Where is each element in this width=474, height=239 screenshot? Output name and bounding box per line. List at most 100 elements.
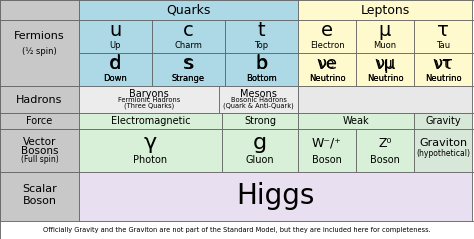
Text: Neutrino: Neutrino: [309, 74, 346, 83]
Text: Fermions: Fermions: [14, 31, 65, 41]
Bar: [79, 0, 298, 20]
Text: c: c: [183, 21, 194, 40]
Text: Scalar: Scalar: [22, 184, 57, 194]
Text: ντ: ντ: [435, 57, 451, 71]
Bar: [472, 86, 474, 113]
Bar: [298, 129, 356, 172]
Text: Strange: Strange: [172, 74, 205, 83]
Bar: [79, 172, 472, 221]
Text: νμ: νμ: [374, 54, 396, 73]
Text: Boson: Boson: [312, 155, 342, 165]
Bar: [222, 113, 298, 129]
Text: t: t: [258, 21, 265, 40]
Text: Leptons: Leptons: [360, 4, 410, 16]
Text: Charm: Charm: [174, 41, 202, 50]
Text: d: d: [109, 54, 122, 73]
Bar: [225, 20, 298, 53]
Text: Muon: Muon: [374, 41, 397, 50]
Text: (Three Quarks): (Three Quarks): [124, 102, 174, 109]
Text: Higgs: Higgs: [237, 183, 315, 211]
Text: Boson: Boson: [22, 196, 56, 206]
Bar: [472, 129, 474, 172]
Bar: [0, 172, 79, 221]
Bar: [414, 129, 472, 172]
Bar: [356, 53, 414, 86]
Bar: [356, 129, 414, 172]
Bar: [79, 86, 219, 113]
Bar: [298, 0, 472, 20]
Text: (Quark & Anti-Quark): (Quark & Anti-Quark): [223, 102, 294, 109]
Bar: [414, 20, 472, 53]
Bar: [0, 129, 79, 172]
Text: e: e: [321, 21, 333, 40]
Bar: [414, 113, 472, 129]
Bar: [356, 20, 414, 53]
Bar: [298, 86, 472, 113]
Bar: [0, 221, 474, 239]
Bar: [298, 20, 356, 53]
Text: Tau: Tau: [436, 41, 450, 50]
Text: νμ: νμ: [377, 57, 393, 71]
Text: Down: Down: [103, 74, 128, 83]
Bar: [472, 0, 474, 20]
Text: Down: Down: [103, 74, 128, 83]
Text: Up: Up: [110, 41, 121, 50]
Text: Neutrino: Neutrino: [425, 74, 461, 83]
Text: Vector: Vector: [23, 137, 56, 147]
Text: d: d: [110, 54, 121, 73]
Text: Mesons: Mesons: [240, 89, 277, 98]
Bar: [298, 53, 356, 86]
Bar: [0, 86, 79, 113]
Text: Force: Force: [27, 116, 53, 126]
Bar: [79, 53, 152, 86]
Text: Photon: Photon: [134, 155, 168, 165]
Text: ντ: ντ: [433, 54, 454, 73]
Bar: [79, 129, 222, 172]
Text: Bottom: Bottom: [246, 74, 277, 83]
Bar: [222, 129, 298, 172]
Text: s: s: [184, 54, 193, 73]
Bar: [472, 172, 474, 221]
Text: b: b: [256, 54, 267, 73]
Bar: [0, 0, 79, 20]
Bar: [225, 53, 298, 86]
Bar: [79, 113, 222, 129]
Text: s: s: [183, 54, 193, 73]
Bar: [472, 113, 474, 129]
Text: νe: νe: [317, 54, 337, 73]
Text: Baryons: Baryons: [129, 89, 169, 98]
Text: Officially Gravity and the Graviton are not part of the Standard Model, but they: Officially Gravity and the Graviton are …: [43, 227, 431, 233]
Text: Hadrons: Hadrons: [16, 94, 63, 104]
Text: (Full spin): (Full spin): [21, 155, 58, 164]
Text: Graviton: Graviton: [419, 138, 467, 148]
Text: b: b: [255, 54, 268, 73]
Text: Electromagnetic: Electromagnetic: [111, 116, 191, 126]
Bar: [472, 53, 474, 86]
Text: Neutrino: Neutrino: [367, 74, 403, 83]
Bar: [79, 20, 152, 53]
Text: (hypothetical): (hypothetical): [416, 149, 470, 158]
Bar: [472, 20, 474, 53]
Text: νe: νe: [319, 57, 335, 71]
Bar: [298, 113, 414, 129]
Text: Fermionic Hadrons: Fermionic Hadrons: [118, 97, 180, 103]
Text: τ: τ: [437, 21, 449, 40]
Text: Strange: Strange: [172, 74, 205, 83]
Text: (½ spin): (½ spin): [22, 47, 57, 56]
Text: μ: μ: [379, 21, 391, 40]
Text: Neutrino: Neutrino: [367, 74, 403, 83]
Text: Z⁰: Z⁰: [378, 137, 392, 150]
Text: Bosonic Hadrons: Bosonic Hadrons: [230, 97, 286, 103]
Bar: [219, 86, 298, 113]
Text: Boson: Boson: [370, 155, 400, 165]
Text: Electron: Electron: [310, 41, 344, 50]
Text: W⁻/⁺: W⁻/⁺: [312, 137, 342, 150]
Bar: [0, 113, 79, 129]
Bar: [152, 20, 225, 53]
Text: Top: Top: [255, 41, 269, 50]
Text: Bottom: Bottom: [246, 74, 277, 83]
Text: g: g: [253, 133, 267, 153]
Text: Gravity: Gravity: [425, 116, 461, 126]
Text: Quarks: Quarks: [166, 4, 210, 16]
Text: u: u: [109, 21, 122, 40]
